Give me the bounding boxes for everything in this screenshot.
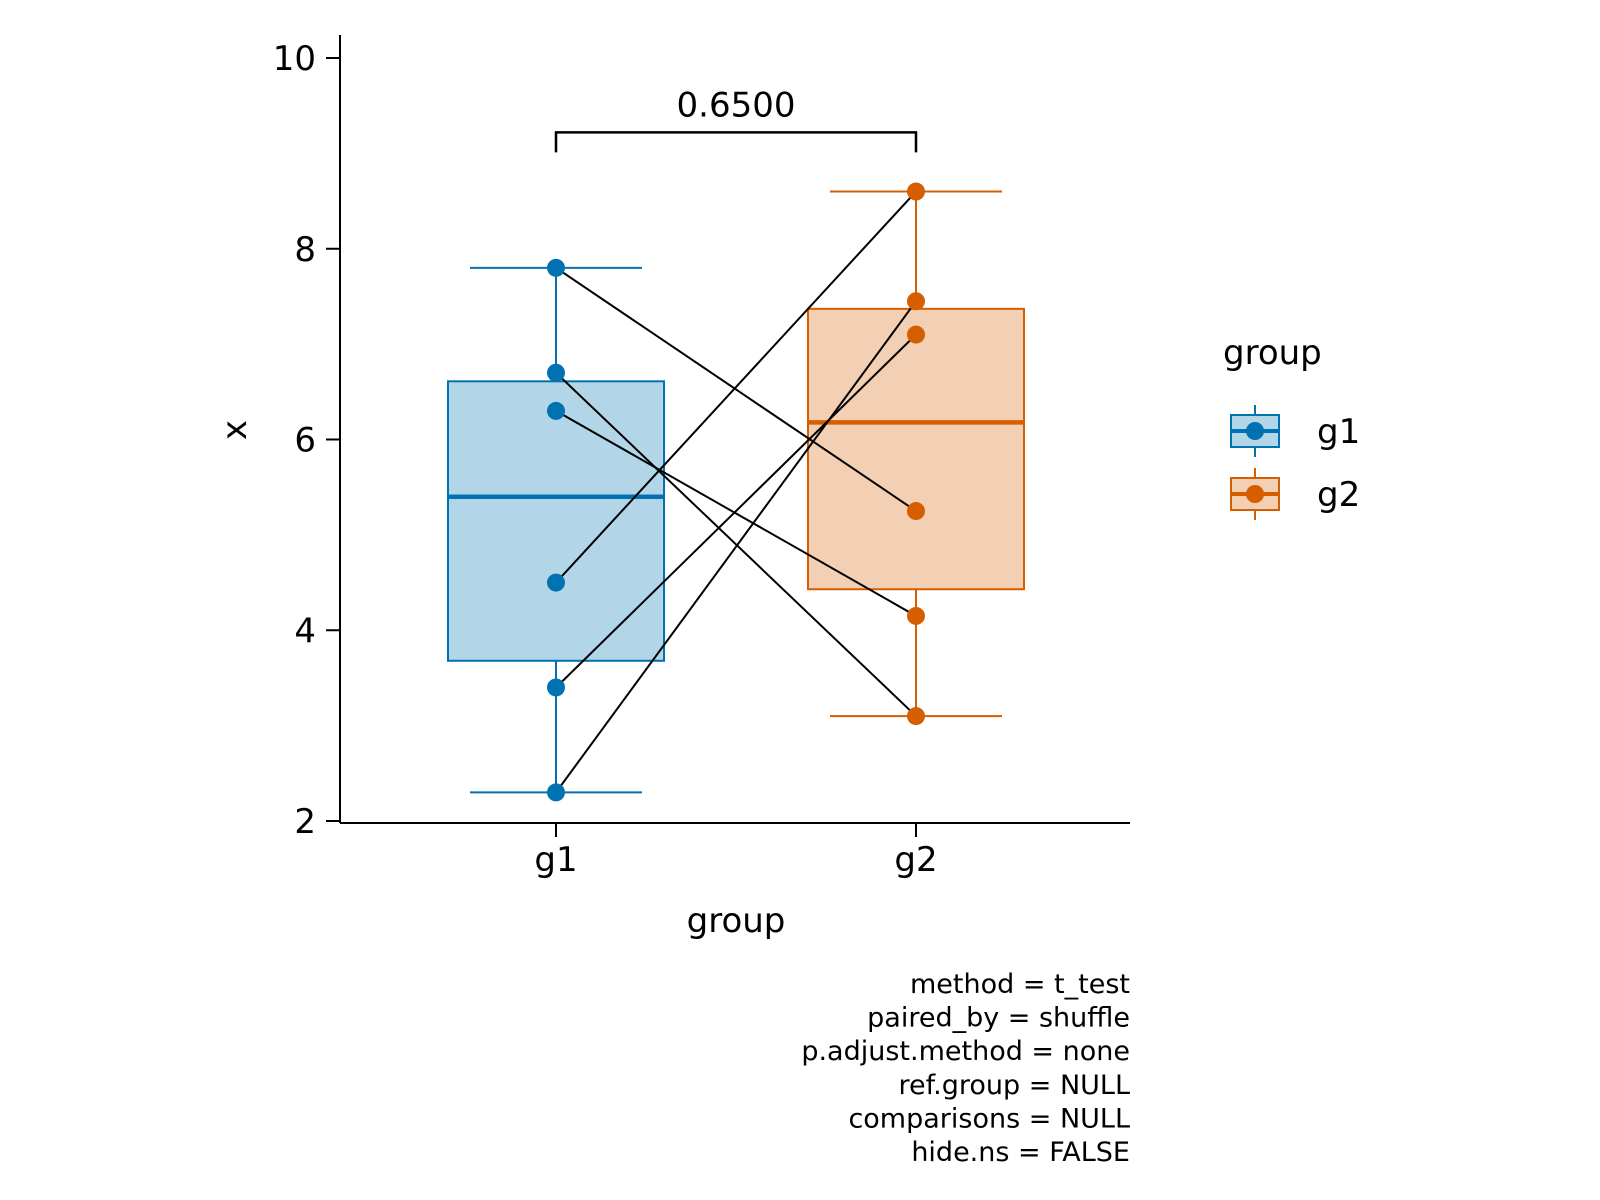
legend-label-g2: g2: [1317, 475, 1360, 515]
plot-area: 0.6500: [447, 85, 1025, 802]
pair-line: [555, 333, 917, 689]
legend: group g1 g2: [1223, 333, 1360, 520]
legend-label-g1: g1: [1317, 412, 1360, 452]
y-tick-label: 10: [273, 39, 316, 79]
caption-line: ref.group = NULL: [899, 1070, 1131, 1101]
point-g2: [907, 502, 925, 521]
x-axis-title: group: [687, 901, 786, 941]
pair-line: [555, 410, 917, 617]
pair-line: [555, 372, 917, 717]
y-tick-label: 4: [294, 611, 316, 651]
caption-line: paired_by = shuffle: [867, 1003, 1130, 1034]
legend-key-point-g1: [1246, 422, 1264, 440]
legend-title: group: [1223, 333, 1322, 373]
y-axis-title: x: [215, 420, 255, 440]
legend-key-point-g2: [1246, 485, 1264, 503]
y-tick-label: 8: [294, 230, 316, 270]
x-tick-label: g1: [534, 840, 577, 880]
point-g1: [547, 401, 565, 420]
x-tick-label: g2: [894, 840, 937, 880]
comparison-pvalue: 0.6500: [677, 85, 796, 125]
point-g1: [547, 678, 565, 697]
point-g1: [547, 783, 565, 802]
caption-line: method = t_test: [910, 969, 1130, 1000]
pair-line: [555, 266, 917, 512]
point-g2: [907, 325, 925, 344]
point-g2: [907, 606, 925, 625]
point-g2: [907, 707, 925, 726]
point-g1: [547, 363, 565, 382]
y-tick-label: 2: [294, 802, 316, 842]
box-g1: [447, 380, 665, 662]
pair-line: [555, 300, 917, 793]
box-g2: [807, 307, 1025, 591]
axes: 2 4 6 8 10 g1 g2: [273, 35, 1130, 880]
caption-line: hide.ns = FALSE: [911, 1137, 1130, 1168]
point-g2: [907, 182, 925, 201]
caption-line: comparisons = NULL: [848, 1103, 1130, 1134]
point-g1: [547, 258, 565, 277]
y-tick-label: 6: [294, 421, 316, 461]
pair-line: [555, 190, 917, 584]
caption-line: p.adjust.method = none: [801, 1036, 1130, 1067]
comparison-bracket: [554, 131, 918, 153]
point-g1: [547, 573, 565, 592]
point-g2: [907, 292, 925, 311]
